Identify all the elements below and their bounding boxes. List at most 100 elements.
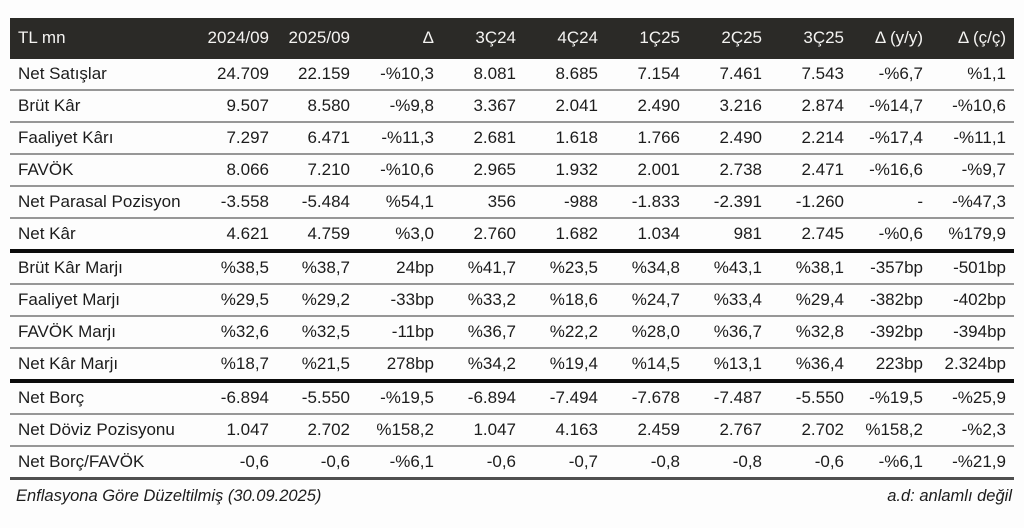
cell-value: -0,6 (770, 446, 852, 480)
cell-value: -0,6 (277, 446, 358, 480)
table-row: Brüt Kâr Marjı %38,5 %38,7 24bp %41,7 %23,5 %3… (10, 251, 1014, 285)
cell-value: -%0,6 (852, 218, 931, 253)
cell-value: %43,1 (688, 251, 770, 285)
cell-value: 2.874 (770, 90, 852, 123)
cell-value: -%21,9 (931, 446, 1014, 480)
column-header: 3Ç25 (770, 18, 852, 59)
cell-value: -382bp (852, 284, 931, 317)
cell-value: 9.507 (198, 90, 277, 123)
cell-value: 3.216 (688, 90, 770, 123)
table-row: FAVÖK 8.066 7.210 -%10,6 2.965 1.932 2.001 2.73… (10, 154, 1014, 187)
cell-value: %36,7 (442, 316, 524, 349)
cell-value: 2.490 (606, 90, 688, 123)
cell-value: %18,7 (198, 348, 277, 383)
cell-value: -11bp (358, 316, 442, 349)
cell-value: -394bp (931, 316, 1014, 349)
footnote-abbreviation-note: a.d: anlamlı değil (887, 487, 1012, 505)
cell-value: 3.367 (442, 90, 524, 123)
cell-value: -988 (524, 186, 606, 219)
row-label: FAVÖK Marjı (10, 316, 198, 349)
cell-value: -357bp (852, 251, 931, 285)
table-row: FAVÖK Marjı %32,6 %32,5 -11bp %36,7 %22,2 %28,… (10, 316, 1014, 349)
row-label: Brüt Kâr Marjı (10, 251, 198, 285)
cell-value: %32,6 (198, 316, 277, 349)
cell-value: 7.154 (606, 59, 688, 91)
cell-value: 6.471 (277, 122, 358, 155)
cell-value: -%10,3 (358, 59, 442, 91)
cell-value: -%10,6 (358, 154, 442, 187)
cell-value: 1.618 (524, 122, 606, 155)
column-header: Δ (358, 18, 442, 59)
table-row: Brüt Kâr 9.507 8.580 -%9,8 3.367 2.041 2.490 3.… (10, 90, 1014, 123)
cell-value: 1.034 (606, 218, 688, 253)
cell-value: -%6,1 (358, 446, 442, 480)
cell-value: %19,4 (524, 348, 606, 383)
row-label: Net Borç (10, 381, 198, 415)
financials-table: TL mn 2024/09 2025/09 Δ 3Ç24 4Ç24 1Ç25 2Ç25 3Ç25… (10, 18, 1014, 480)
cell-value: %23,5 (524, 251, 606, 285)
cell-value: -0,8 (606, 446, 688, 480)
header-row: TL mn 2024/09 2025/09 Δ 3Ç24 4Ç24 1Ç25 2Ç25 3Ç25… (10, 18, 1014, 59)
cell-value: %158,2 (852, 414, 931, 447)
cell-value: 223bp (852, 348, 931, 383)
table-row: Net Borç/FAVÖK -0,6 -0,6 -%6,1 -0,6 -0,7 -0,8-… (10, 446, 1014, 480)
cell-value: 7.543 (770, 59, 852, 91)
cell-value: %41,7 (442, 251, 524, 285)
table-row: Net Döviz Pozisyonu 1.047 2.702 %158,2 1.047… (10, 414, 1014, 447)
cell-value: 7.297 (198, 122, 277, 155)
cell-value: 2.738 (688, 154, 770, 187)
cell-value: -%6,1 (852, 446, 931, 480)
cell-value: -2.391 (688, 186, 770, 219)
cell-value: -%11,3 (358, 122, 442, 155)
cell-value: -%6,7 (852, 59, 931, 91)
cell-value: 278bp (358, 348, 442, 383)
cell-value: -7.487 (688, 381, 770, 415)
cell-value: 2.471 (770, 154, 852, 187)
cell-value: -402bp (931, 284, 1014, 317)
cell-value: 8.066 (198, 154, 277, 187)
cell-value: 2.324bp (931, 348, 1014, 383)
cell-value: %3,0 (358, 218, 442, 253)
cell-value: 2.459 (606, 414, 688, 447)
column-header: Δ (y/y) (852, 18, 931, 59)
column-header: Δ (ç/ç) (931, 18, 1014, 59)
cell-value: 8.580 (277, 90, 358, 123)
cell-value: 981 (688, 218, 770, 253)
cell-value: 2.681 (442, 122, 524, 155)
row-label: Brüt Kâr (10, 90, 198, 123)
cell-value: %1,1 (931, 59, 1014, 91)
column-header: 2Ç25 (688, 18, 770, 59)
column-header: 2025/09 (277, 18, 358, 59)
cell-value: 8.081 (442, 59, 524, 91)
cell-value: -33bp (358, 284, 442, 317)
cell-value: -%14,7 (852, 90, 931, 123)
cell-value: %22,2 (524, 316, 606, 349)
table-row: Faaliyet Kârı 7.297 6.471 -%11,3 2.681 1.618 1… (10, 122, 1014, 155)
cell-value: -7.678 (606, 381, 688, 415)
cell-value: -1.833 (606, 186, 688, 219)
cell-value: 7.461 (688, 59, 770, 91)
cell-value: 2.767 (688, 414, 770, 447)
cell-value: 22.159 (277, 59, 358, 91)
table-row: Net Borç -6.894 -5.550 -%19,5 -6.894 -7.494 -7… (10, 381, 1014, 415)
cell-value: -5.484 (277, 186, 358, 219)
cell-value: -1.260 (770, 186, 852, 219)
row-label: Net Döviz Pozisyonu (10, 414, 198, 447)
cell-value: 2.760 (442, 218, 524, 253)
cell-value: 2.214 (770, 122, 852, 155)
cell-value: -%11,1 (931, 122, 1014, 155)
cell-value: 4.163 (524, 414, 606, 447)
cell-value: 1.682 (524, 218, 606, 253)
cell-value: -392bp (852, 316, 931, 349)
cell-value: -6.894 (198, 381, 277, 415)
cell-value: -%9,8 (358, 90, 442, 123)
column-header: 2024/09 (198, 18, 277, 59)
cell-value: -0,8 (688, 446, 770, 480)
row-label: Net Kâr Marjı (10, 348, 198, 383)
cell-value: -7.494 (524, 381, 606, 415)
table-row: Net Kâr 4.621 4.759 %3,0 2.760 1.682 1.034 981 2… (10, 218, 1014, 253)
cell-value: %24,7 (606, 284, 688, 317)
cell-value: %34,8 (606, 251, 688, 285)
cell-value: -5.550 (770, 381, 852, 415)
